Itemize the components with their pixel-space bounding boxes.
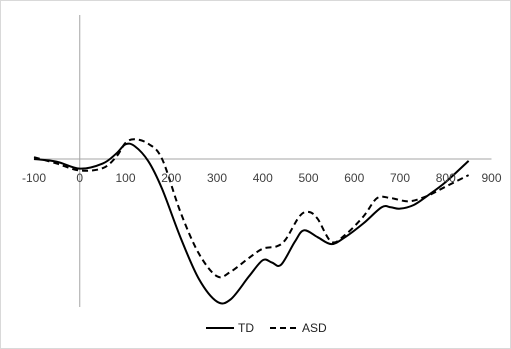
axes: [34, 15, 492, 307]
series-line-td: [33, 142, 470, 305]
legend-label-td: TD: [238, 321, 254, 335]
x-tick-label: 300: [207, 171, 227, 185]
series-group: [33, 138, 470, 305]
x-tick-label: 200: [161, 171, 181, 185]
x-tick-label: -100: [22, 171, 46, 185]
x-tick-label: 800: [436, 171, 456, 185]
x-tick-label: 0: [76, 171, 83, 185]
x-tick-label: 500: [298, 171, 318, 185]
legend-label-asd: ASD: [302, 321, 327, 335]
series-line-asd: [33, 138, 470, 279]
x-tick-label: 400: [253, 171, 273, 185]
x-tick-label: 600: [344, 171, 364, 185]
x-tick-labels: -100 0 100 200 300 400 500 600 700 800 900: [22, 171, 502, 185]
x-tick-label: 900: [481, 171, 501, 185]
x-tick-label: 700: [390, 171, 410, 185]
legend: TD ASD: [206, 321, 327, 335]
x-tick-label: 100: [115, 171, 135, 185]
